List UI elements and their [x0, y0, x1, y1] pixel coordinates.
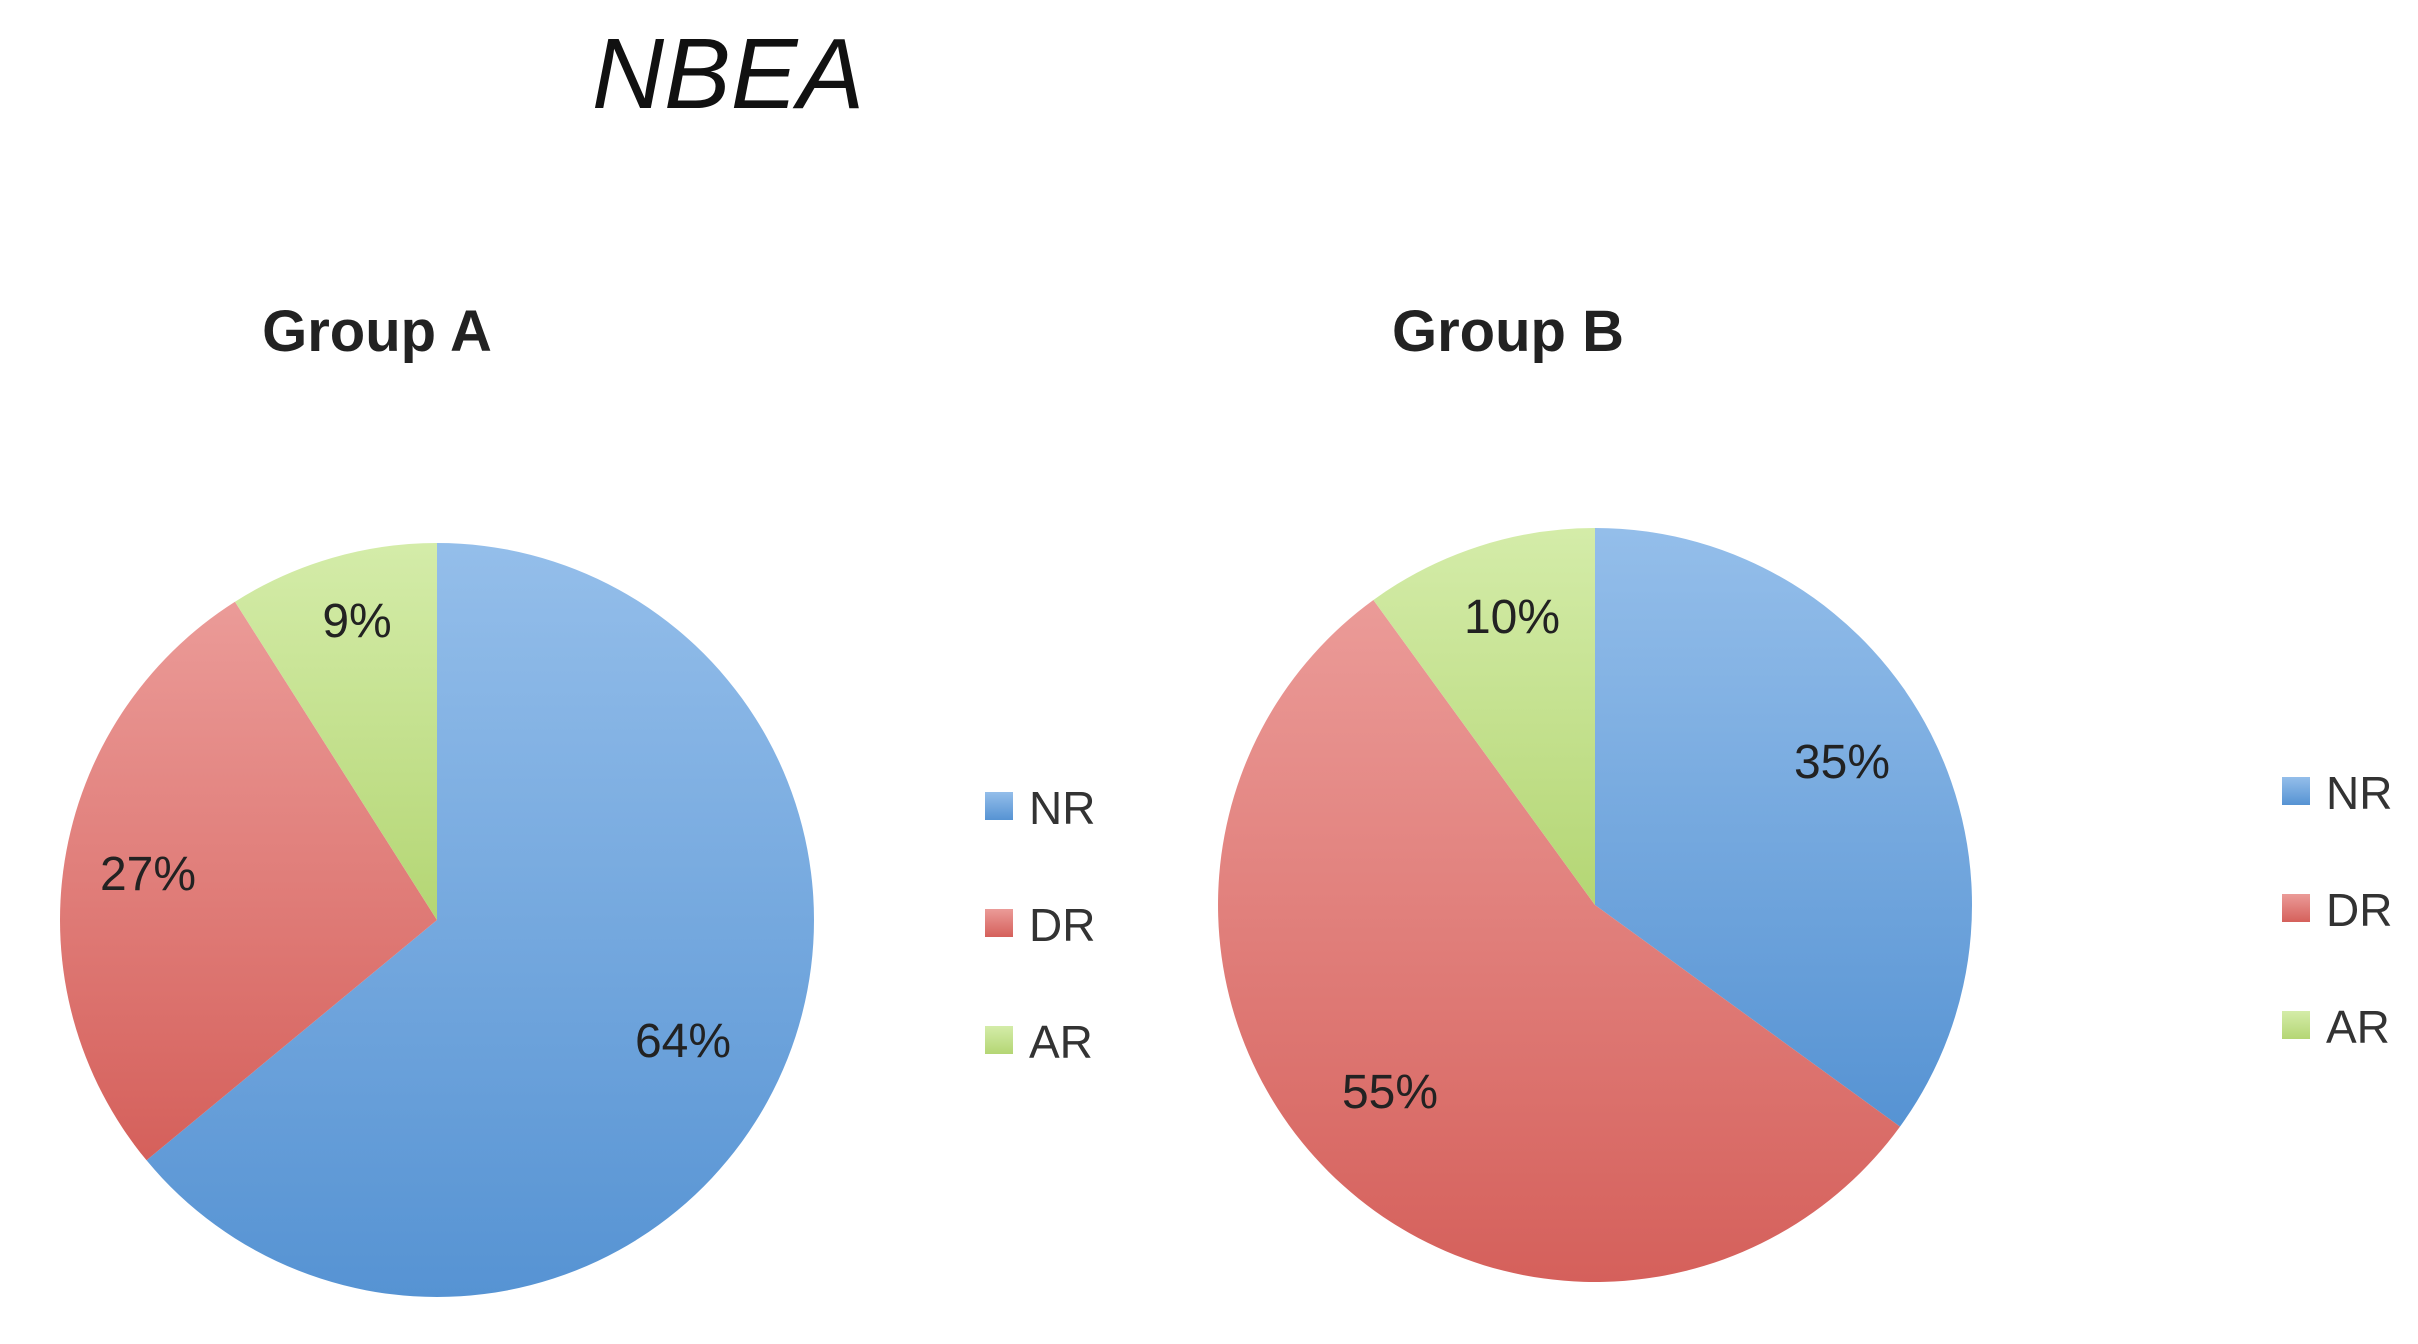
legend-label-ar: AR — [2326, 1001, 2390, 1053]
pie-slice-nr — [1595, 528, 1973, 1127]
pie-slice-nr — [146, 543, 815, 1298]
chart-title: Group A — [262, 299, 492, 364]
legend-label-nr: NR — [1029, 782, 1095, 834]
legend-swatch-dr — [2282, 894, 2310, 922]
data-label-nr: 64% — [635, 1015, 731, 1068]
pie-slice-dr — [1218, 600, 1900, 1282]
data-label-ar: 10% — [1464, 591, 1560, 644]
legend-label-ar: AR — [1029, 1016, 1093, 1068]
legend-label-nr: NR — [2326, 767, 2392, 819]
pie-chart-group-a: Group A 64% 27% 9% NR DR AR — [60, 299, 1095, 1298]
legend-label-dr: DR — [1029, 899, 1095, 951]
legend-swatch-nr — [2282, 777, 2310, 805]
data-label-dr: 27% — [100, 848, 196, 901]
legend-swatch-dr — [985, 909, 1013, 937]
pie-chart-group-b: Group B 35% 55% 10% NR DR AR — [1218, 299, 2392, 1282]
figure-title: NBEA — [592, 18, 864, 130]
data-label-dr: 55% — [1342, 1066, 1438, 1119]
legend-swatch-ar — [2282, 1011, 2310, 1039]
pie-slice-ar — [234, 543, 437, 920]
legend-label-dr: DR — [2326, 884, 2392, 936]
legend-swatch-ar — [985, 1026, 1013, 1054]
pie-slice-ar — [1373, 528, 1595, 905]
pie-slice-dr — [60, 601, 438, 1161]
data-label-nr: 35% — [1794, 736, 1890, 789]
chart-title: Group B — [1392, 299, 1624, 364]
legend-swatch-nr — [985, 792, 1013, 820]
data-label-ar: 9% — [322, 595, 391, 648]
